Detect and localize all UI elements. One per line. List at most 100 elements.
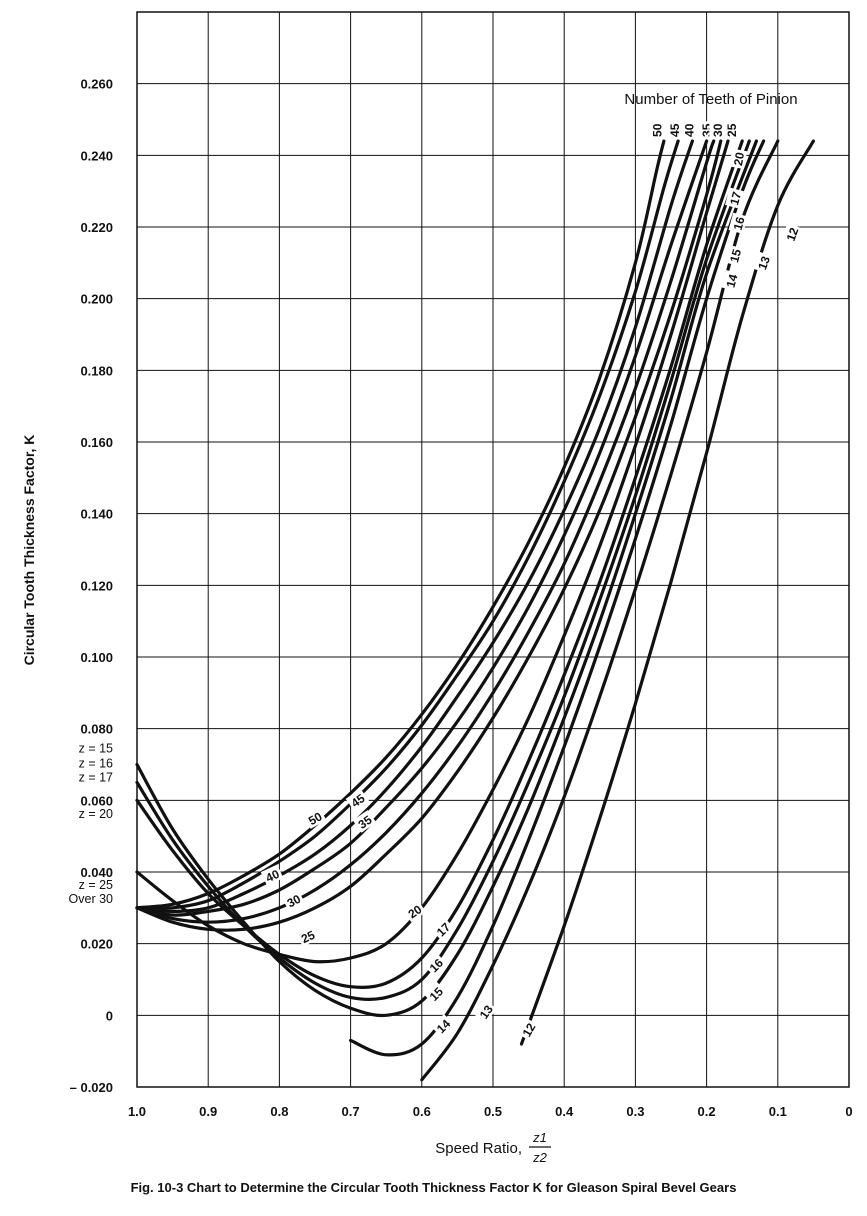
curve-label-15: 15 [727, 247, 744, 264]
x-axis-label: Speed Ratio, [435, 1140, 522, 1157]
series-12-line [519, 139, 815, 1046]
curve-label-25: 25 [299, 928, 317, 946]
x-axis-label-numerator: z1 [532, 1130, 547, 1145]
curve-label-bg [666, 121, 682, 140]
y-side-label: z = 20 [79, 807, 113, 821]
curve-label-group: 13 [753, 251, 774, 274]
series-16-line [135, 139, 751, 1002]
x-tick-label: 1.0 [128, 1104, 146, 1119]
y-axis-label: Circular Tooth Thickness Factor, K [21, 435, 37, 666]
curve-label-group: 12 [781, 223, 802, 246]
x-axis-label-denominator: z2 [532, 1150, 548, 1165]
curve-label-group: 14 [721, 270, 741, 292]
series-45-line [135, 139, 680, 910]
curve-label-bg [281, 889, 305, 912]
y-tick-label: – 0.020 [70, 1080, 113, 1095]
y-tick-label: 0.060 [80, 793, 113, 808]
curve-label-bg [474, 999, 497, 1024]
x-tick-label: 0.5 [484, 1104, 502, 1119]
y-tick-label: 0.100 [80, 650, 113, 665]
curve-label-group: 17 [431, 917, 455, 941]
y-side-label: z = 25 [79, 878, 113, 892]
curve-label-group: 15 [725, 244, 745, 267]
x-tick-label: 0.7 [342, 1104, 360, 1119]
curve-label-16: 16 [731, 215, 748, 232]
curve-label-bg [721, 270, 741, 292]
curve-label-group: 45 [666, 121, 682, 140]
grid-lines [136, 11, 850, 1088]
curve-label-15: 15 [427, 984, 447, 1004]
curve-label-group: 45 [345, 788, 370, 812]
legend-title: Number of Teeth of Pinion [624, 91, 797, 108]
curve-label-bg [680, 121, 696, 140]
series-40-line [135, 139, 694, 914]
curve-label-bg [648, 121, 664, 140]
curve-label-group: 30 [709, 121, 725, 140]
curve-label-group: 50 [648, 121, 664, 140]
curve-label-bg [423, 953, 448, 977]
x-tick-label: 0.6 [413, 1104, 431, 1119]
curve-label-bg [296, 925, 320, 947]
curve-label-bg [303, 806, 327, 829]
curve-label-bg [352, 810, 377, 833]
curve-label-45: 45 [668, 123, 682, 137]
curve-label-25: 25 [725, 123, 739, 137]
y-tick-label: 0.200 [80, 292, 113, 307]
curve-label-group: 12 [517, 1017, 540, 1041]
curve-label-group: 40 [260, 864, 284, 886]
series-20-line [135, 139, 730, 964]
series-25-line [135, 139, 723, 932]
curve-label-12: 12 [784, 225, 802, 243]
y-tick-label: 0.120 [80, 578, 113, 593]
curve-label-group: 40 [680, 121, 696, 140]
curve-label-12: 12 [520, 1020, 539, 1039]
curve-label-14: 14 [434, 1017, 454, 1037]
y-tick-label: 0.160 [80, 435, 113, 450]
x-tick-labels: 1.0 0.9 0.8 0.7 0.6 0.5 0.4 0.3 0.2 0.1 0 [128, 1104, 853, 1119]
series-15-line [135, 139, 758, 1018]
series-14-line [349, 139, 766, 1057]
y-side-label: z = 16 [79, 756, 113, 770]
curve-label-bg [725, 244, 745, 267]
curve-label-group: 20 [729, 148, 748, 169]
curve-label-30: 30 [285, 892, 304, 911]
curve-label-group: 13 [474, 999, 497, 1024]
curve-label-group: 50 [303, 806, 327, 829]
curve-label-bg [728, 212, 748, 234]
curve-label-bg [431, 1014, 455, 1038]
curve-label-17: 17 [727, 190, 744, 207]
x-tick-label: 0.2 [698, 1104, 716, 1119]
y-tick-label: 0.140 [80, 507, 113, 522]
figure-caption: Fig. 10-3 Chart to Determine the Circula… [130, 1180, 737, 1195]
curve-label-bg [709, 121, 725, 140]
y-side-label: z = 15 [79, 741, 113, 755]
curve-label-17: 17 [434, 920, 454, 940]
curve-label-bg [729, 148, 748, 169]
y-side-label: z = 17 [79, 770, 113, 784]
y-tick-label: 0.080 [80, 722, 113, 737]
curve-label-group: 25 [296, 925, 320, 947]
curve-label-30: 30 [711, 123, 725, 137]
curve-label-group: 25 [723, 121, 739, 140]
curve-label-20: 20 [731, 151, 747, 167]
curve-label-group: 35 [352, 810, 377, 833]
y-tick-label: 0 [106, 1008, 113, 1023]
x-tick-label: 0.1 [769, 1104, 787, 1119]
curve-label-bg [725, 187, 745, 209]
curve-label-bg [723, 121, 739, 140]
y-tick-label: 0.240 [80, 148, 113, 163]
curve-label-group: 16 [728, 212, 748, 234]
series-35-line [135, 139, 709, 917]
y-tick-label: 0.260 [80, 77, 113, 92]
curve-label-bg [431, 917, 455, 941]
y-tick-labels: 0.260 0.240 0.220 0.200 0.180 0.160 0.140 0.120… [70, 77, 113, 1095]
curve-label-40: 40 [682, 123, 696, 137]
curve-label-14: 14 [723, 272, 740, 289]
x-tick-label: 0.4 [555, 1104, 574, 1119]
x-tick-label: 0.8 [270, 1104, 288, 1119]
curve-label-group: 17 [725, 187, 745, 209]
